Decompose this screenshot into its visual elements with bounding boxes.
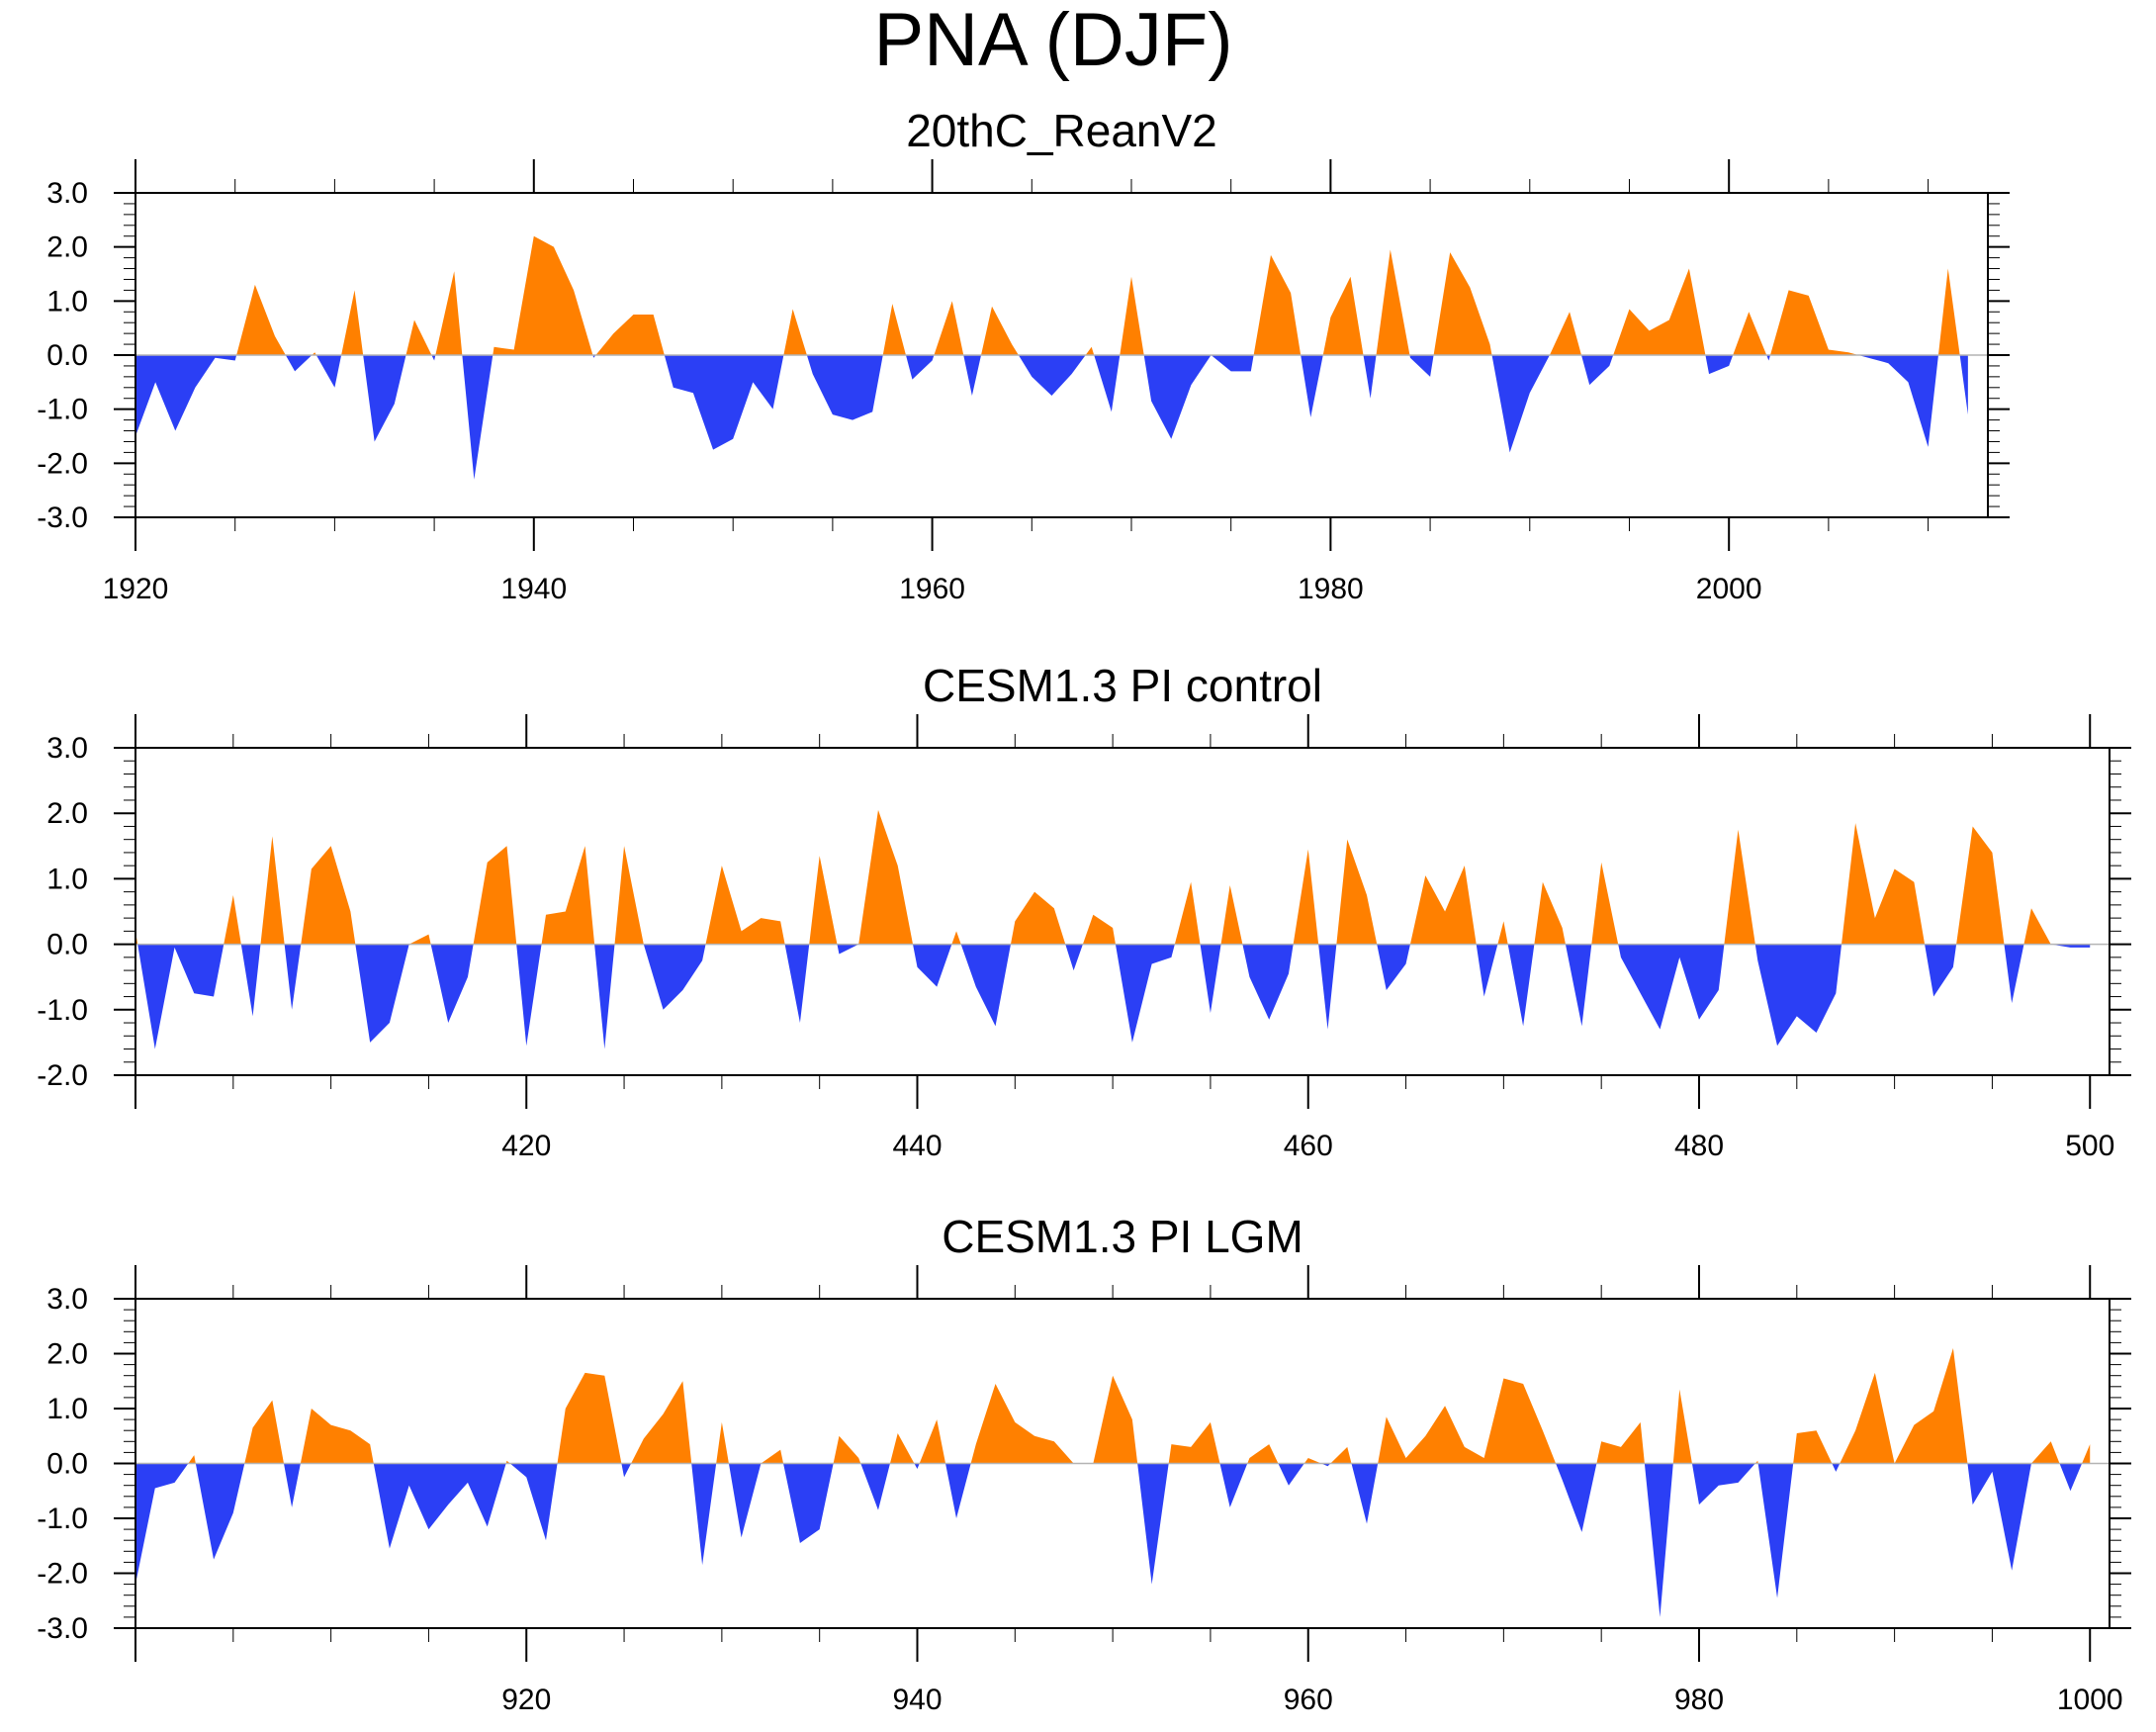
y-tick-label: 2.0: [46, 231, 88, 264]
x-tick-label: 1940: [500, 573, 567, 605]
y-tick-label: 3.0: [46, 1283, 88, 1316]
y-tick-label: -3.0: [37, 1612, 88, 1645]
x-tick-label: 1960: [899, 573, 965, 605]
y-tick-label: -1.0: [37, 994, 88, 1027]
x-tick-label: 2000: [1696, 573, 1762, 605]
x-tick-label: 920: [501, 1684, 551, 1716]
positive-area-series: [135, 1347, 2091, 1464]
x-tick-label: 980: [1674, 1684, 1724, 1716]
y-tick-label: 3.0: [46, 732, 88, 765]
y-tick-label: -3.0: [37, 501, 88, 534]
positive-area-series: [135, 809, 2091, 945]
panel-title: CESM1.3 PI LGM: [942, 1211, 1303, 1262]
y-tick-label: 1.0: [46, 1393, 88, 1425]
positive-area-series: [135, 235, 1968, 355]
figure-title: PNA (DJF): [873, 0, 1232, 82]
panel-cesm-pi-control: CESM1.3 PI control 3.0 2.0 1.0 0.0 -1.0 -2.0 42…: [37, 660, 2131, 1162]
y-tick-label: 0.0: [46, 929, 88, 961]
y-tick-label: 0.0: [46, 1448, 88, 1481]
x-tick-label: 420: [501, 1130, 551, 1162]
y-tick-label: -2.0: [37, 1558, 88, 1591]
x-tick-label: 960: [1284, 1684, 1333, 1716]
negative-area-series: [135, 944, 2091, 1049]
y-tick-label: -1.0: [37, 394, 88, 426]
negative-area-series: [135, 1463, 2091, 1617]
y-tick-label: 0.0: [46, 339, 88, 372]
y-tick-label: 1.0: [46, 863, 88, 895]
x-tick-label: 1920: [103, 573, 169, 605]
panel-20thc-reanv2: 20thC_ReanV2 3.0 2.0 1.0 0.0 -1.0 -2.0 -3.0 1920…: [37, 105, 2010, 605]
panel-cesm-pi-lgm: CESM1.3 PI LGM 3.0 2.0 1.0 0.0 -1.0 -2.0 -3.0 92…: [37, 1211, 2131, 1716]
y-tick-label: -1.0: [37, 1503, 88, 1535]
x-tick-label: 500: [2065, 1130, 2114, 1162]
x-tick-label: 460: [1284, 1130, 1333, 1162]
panel-title: 20thC_ReanV2: [906, 105, 1217, 156]
plot-frame: [135, 747, 2111, 1076]
y-tick-label: -2.0: [37, 1059, 88, 1092]
y-tick-label: 2.0: [46, 1338, 88, 1371]
y-tick-label: -2.0: [37, 447, 88, 480]
x-tick-label: 440: [892, 1130, 942, 1162]
x-tick-label: 940: [892, 1684, 942, 1716]
y-tick-label: 2.0: [46, 797, 88, 830]
y-tick-label: 1.0: [46, 285, 88, 318]
panel-title: CESM1.3 PI control: [923, 660, 1322, 711]
y-tick-label: 3.0: [46, 177, 88, 210]
negative-area-series: [135, 355, 1968, 480]
x-tick-label: 1980: [1298, 573, 1364, 605]
x-tick-label: 1000: [2057, 1684, 2123, 1716]
x-tick-label: 480: [1674, 1130, 1724, 1162]
